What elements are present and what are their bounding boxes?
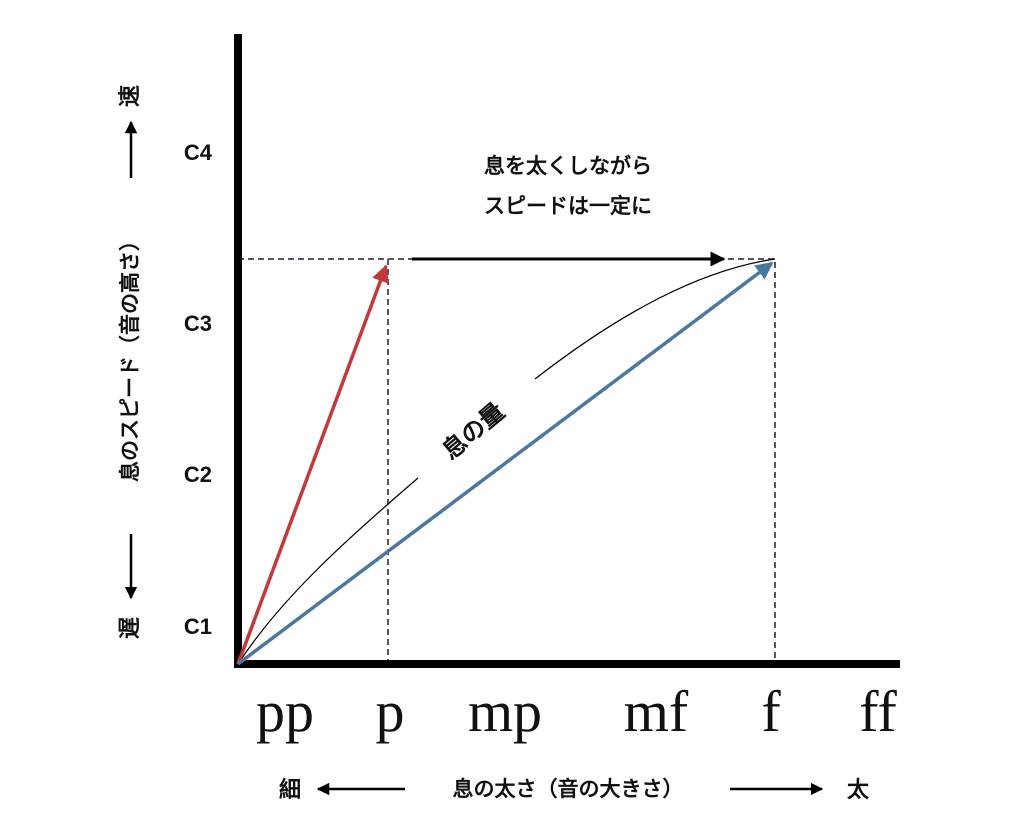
y-tick-c3: C3 (184, 311, 212, 336)
breath-amount-label: 息の量 (437, 397, 510, 465)
y-tick-c1: C1 (184, 614, 212, 639)
x-tick-ff: ff (859, 679, 897, 744)
x-left-end-label: 細 (279, 777, 301, 803)
annotation-line-2: スピードは一定に (484, 194, 652, 218)
x-tick-mf: mf (624, 679, 689, 744)
y-top-end-label: 速 (117, 85, 143, 107)
breath-amount-curve-upper (534, 258, 776, 380)
blue-arrow-f (236, 261, 774, 666)
x-tick-pp: pp (256, 679, 314, 744)
red-arrow-p (236, 264, 389, 665)
x-tick-f: f (761, 679, 781, 744)
x-tick-p: p (376, 679, 405, 744)
annotation-line-1: 息を太くしながら (484, 154, 652, 178)
y-tick-c2: C2 (184, 462, 212, 487)
breath-amount-curve-lower (237, 477, 419, 665)
y-bottom-end-label: 遅 (118, 617, 143, 639)
y-tick-c4: C4 (184, 140, 213, 165)
x-axis-label: 息の太さ（音の大きさ） (453, 777, 684, 801)
x-right-end-label: 太 (847, 778, 870, 803)
x-tick-mp: mp (468, 679, 542, 744)
y-axis-label: 息のスピード（音の高さ） (118, 230, 142, 482)
